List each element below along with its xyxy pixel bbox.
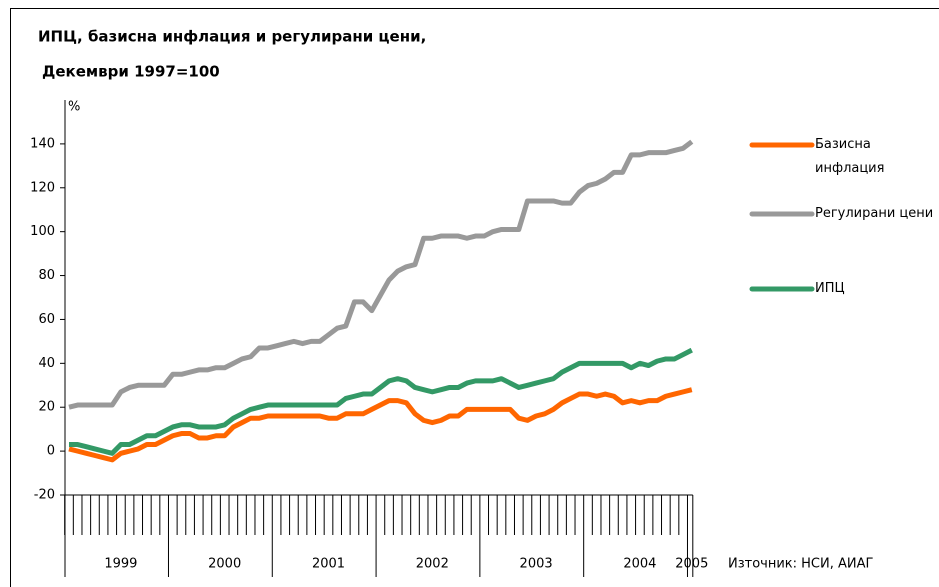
y-tick-label: 20 [38, 400, 55, 415]
series-line [68, 387, 693, 463]
y-tick-label: 40 [38, 356, 55, 371]
x-tick-label: 1999 [104, 557, 137, 572]
x-tick-label: 2004 [623, 557, 656, 572]
legend-label: Регулирани цени [815, 206, 934, 221]
y-tick-label: 80 [38, 268, 55, 283]
x-tick-label: 2000 [208, 557, 241, 572]
x-tick-label: 2002 [416, 557, 449, 572]
y-tick-label: 60 [38, 312, 55, 327]
x-tick-label: 2005 [675, 557, 708, 572]
y-tick-label: 140 [30, 136, 55, 151]
chart-title: ИПЦ, базисна инфлация и регулирани цени, [38, 28, 426, 46]
y-tick-label: -20 [34, 488, 55, 503]
y-tick-label: 100 [30, 224, 55, 239]
y-tick-label: 120 [30, 180, 55, 195]
y-axis-label: % [68, 100, 80, 115]
y-tick-label: 0 [47, 444, 55, 459]
chart-subtitle: Декември 1997=100 [42, 63, 220, 81]
x-tick-label: 2003 [520, 557, 553, 572]
source: Източник: НСИ, АИАГ [728, 557, 874, 572]
chart-frame [10, 8, 939, 587]
x-tick-label: 2001 [312, 557, 345, 572]
legend-label: Базисна инфлация [815, 137, 885, 176]
legend-label: ИПЦ [815, 281, 845, 296]
series-line [68, 139, 694, 410]
series-line [69, 347, 693, 456]
